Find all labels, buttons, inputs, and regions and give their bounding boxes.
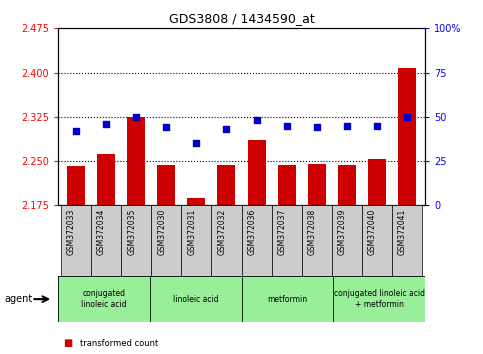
Bar <box>217 165 236 205</box>
Point <box>313 125 321 130</box>
Point <box>403 114 411 120</box>
Bar <box>97 154 115 205</box>
Bar <box>242 205 271 276</box>
Bar <box>302 205 332 276</box>
Bar <box>157 165 175 205</box>
Bar <box>150 276 242 322</box>
Text: conjugated
linoleic acid: conjugated linoleic acid <box>81 290 127 309</box>
Bar <box>242 276 333 322</box>
Text: GDS3808 / 1434590_at: GDS3808 / 1434590_at <box>169 12 314 25</box>
Point <box>373 123 381 129</box>
Text: GSM372038: GSM372038 <box>308 209 317 255</box>
Text: GSM372033: GSM372033 <box>67 209 76 255</box>
Bar <box>187 198 205 205</box>
Bar <box>398 68 416 205</box>
Bar <box>308 164 326 205</box>
Bar <box>151 205 181 276</box>
Point <box>343 123 351 129</box>
Point <box>132 114 140 120</box>
Bar <box>127 117 145 205</box>
Point <box>102 121 110 127</box>
Bar <box>368 159 386 205</box>
Bar <box>61 205 91 276</box>
Bar <box>338 165 356 205</box>
Text: ■: ■ <box>63 338 72 348</box>
Point <box>72 128 80 134</box>
Bar <box>212 205 242 276</box>
Text: transformed count: transformed count <box>80 339 158 348</box>
Bar <box>121 205 151 276</box>
Text: GSM372041: GSM372041 <box>398 209 407 255</box>
Text: agent: agent <box>5 294 33 304</box>
Bar <box>362 205 392 276</box>
Text: linoleic acid: linoleic acid <box>173 295 218 304</box>
Bar <box>278 165 296 205</box>
Bar <box>58 276 150 322</box>
Bar <box>91 205 121 276</box>
Bar <box>247 141 266 205</box>
Text: GSM372036: GSM372036 <box>248 209 256 255</box>
Text: GSM372037: GSM372037 <box>278 209 286 255</box>
Text: GSM372034: GSM372034 <box>97 209 106 255</box>
Text: conjugated linoleic acid
+ metformin: conjugated linoleic acid + metformin <box>334 290 425 309</box>
Point <box>193 141 200 146</box>
Point <box>162 125 170 130</box>
Point <box>223 126 230 132</box>
Text: GSM372032: GSM372032 <box>217 209 227 255</box>
Bar <box>271 205 302 276</box>
Point <box>283 123 290 129</box>
Bar <box>181 205 212 276</box>
Text: GSM372030: GSM372030 <box>157 209 166 255</box>
Bar <box>332 205 362 276</box>
Text: GSM372039: GSM372039 <box>338 209 347 255</box>
Point <box>253 118 260 123</box>
Text: GSM372040: GSM372040 <box>368 209 377 255</box>
Text: metformin: metformin <box>267 295 308 304</box>
Text: GSM372031: GSM372031 <box>187 209 197 255</box>
Bar <box>333 276 425 322</box>
Bar <box>392 205 422 276</box>
Text: GSM372035: GSM372035 <box>127 209 136 255</box>
Bar <box>67 166 85 205</box>
